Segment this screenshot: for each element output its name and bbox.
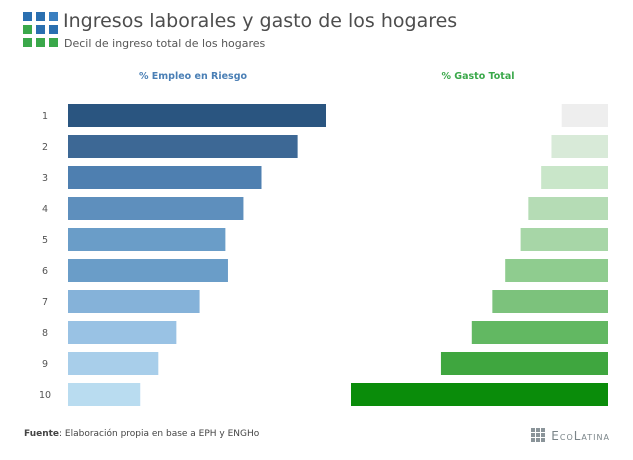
category-label-4: 4 [42, 204, 48, 215]
category-label-3: 3 [42, 173, 48, 184]
bar-gasto-1 [561, 104, 608, 127]
category-label-8: 8 [42, 328, 48, 339]
bar-empleo-3 [68, 166, 262, 189]
brand-name: EcoLatina [551, 428, 610, 443]
bar-gasto-8 [471, 321, 608, 344]
grid-logo-icon [23, 12, 59, 48]
bar-empleo-7 [68, 290, 200, 313]
bar-gasto-9 [440, 352, 608, 375]
bar-empleo-8 [68, 321, 177, 344]
bar-empleo-1 [68, 104, 326, 127]
brand-grid-icon [531, 428, 546, 443]
bar-empleo-5 [68, 228, 226, 251]
category-label-7: 7 [42, 297, 48, 308]
bar-empleo-9 [68, 352, 159, 375]
source-label: Fuente [24, 429, 60, 439]
bar-empleo-2 [68, 135, 298, 158]
bar-gasto-10 [351, 383, 608, 406]
category-label-5: 5 [42, 235, 48, 246]
source-text: : Elaboración propia en base a EPH y ENG… [59, 429, 260, 439]
bar-gasto-4 [528, 197, 608, 220]
series-label-empleo: % Empleo en Riesgo [139, 71, 248, 82]
bar-gasto-5 [520, 228, 608, 251]
source-note: Fuente: Elaboración propia en base a EPH… [24, 429, 259, 439]
brand-logo: EcoLatina [531, 428, 610, 443]
bar-gasto-6 [505, 259, 608, 282]
category-label-6: 6 [42, 266, 48, 277]
category-label-2: 2 [42, 142, 48, 153]
series-label-gasto: % Gasto Total [441, 71, 514, 82]
bar-gasto-7 [492, 290, 608, 313]
category-label-10: 10 [39, 390, 51, 401]
bar-empleo-10 [68, 383, 141, 406]
chart-title: Ingresos laborales y gasto de los hogare… [63, 10, 458, 32]
bar-empleo-4 [68, 197, 244, 220]
chart-subtitle: Decil de ingreso total de los hogares [64, 37, 266, 50]
bar-gasto-2 [551, 135, 608, 158]
bar-empleo-6 [68, 259, 228, 282]
category-label-1: 1 [42, 111, 48, 122]
bar-gasto-3 [541, 166, 608, 189]
category-label-9: 9 [42, 359, 48, 370]
